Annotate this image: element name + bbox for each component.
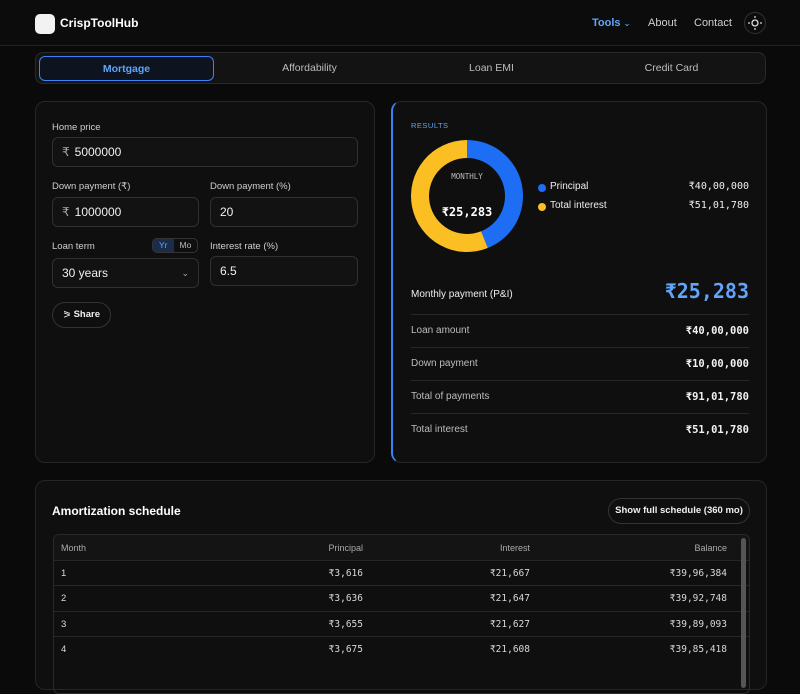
navbar (0, 0, 800, 46)
table-cell: ₹21,647 (489, 593, 530, 605)
donut-chart (411, 140, 523, 252)
row-divider (54, 585, 749, 587)
home-price-input[interactable]: ₹5000000 (52, 137, 358, 167)
field-label: Down payment (%) (210, 181, 291, 192)
table-cell: ₹3,616 (328, 568, 363, 579)
results-heading: RESULTS (411, 121, 449, 130)
sun-icon (748, 16, 762, 30)
nav-link[interactable]: Contact (694, 17, 732, 29)
monthly-value: ₹25,283 (664, 279, 749, 303)
brand[interactable]: CrispToolHub (60, 16, 139, 30)
share-icon: ⪖ (62, 309, 71, 320)
result-label: Loan amount (411, 325, 470, 336)
input-value: 5000000 (74, 145, 122, 159)
prefix: ₹ (62, 145, 70, 159)
chevron: ⌄ (623, 19, 631, 28)
divider (411, 413, 749, 414)
results-card: RESULTS MONTHLY ₹25,283 Principal ₹40,00,… (391, 101, 767, 463)
toggle-option[interactable]: Yr (153, 239, 174, 252)
term-unit-toggle: Yr Mo (152, 238, 199, 253)
table-cell: ₹39,89,093 (669, 618, 727, 630)
table-cell: 1 (61, 568, 67, 579)
schedule-table: Month Principal Interest Balance 1 ₹3,616 ₹21,… (53, 534, 750, 694)
table-header (54, 535, 749, 560)
column-header: Interest (499, 543, 530, 553)
field-label: Home price (52, 122, 101, 133)
result-value: ₹40,00,000 (685, 325, 749, 337)
column-header: Month (61, 543, 87, 553)
chevron: ⌄ (181, 268, 189, 278)
interest-rate-input[interactable]: 6.5 (210, 256, 358, 286)
column-header: Balance (694, 543, 727, 553)
share-button[interactable]: ⪖ Share (52, 302, 111, 328)
table-cell: 3 (61, 618, 67, 630)
tab[interactable]: Credit Card (644, 62, 699, 74)
table-cell: ₹39,96,384 (669, 568, 727, 579)
result-value: ₹51,01,780 (685, 424, 749, 436)
loan-term-select[interactable]: 30 years ⌄ (52, 258, 199, 288)
legend-swatch (538, 203, 546, 211)
result-label: Total of payments (411, 391, 490, 402)
button-text: Share (73, 309, 100, 320)
row-divider (54, 610, 749, 612)
nav-link[interactable]: About (648, 17, 677, 29)
table-cell: ₹21,667 (489, 568, 530, 579)
scrollbar[interactable] (741, 538, 746, 688)
divider (411, 314, 749, 315)
column-header: Principal (328, 543, 363, 553)
donut-segment (467, 140, 523, 248)
table-cell: ₹21,608 (489, 643, 530, 655)
legend-swatch (538, 184, 546, 192)
table-cell: ₹3,636 (328, 593, 363, 605)
result-value: ₹10,00,000 (685, 358, 749, 370)
result-label: Down payment (411, 358, 478, 369)
field-label: Interest rate (%) (210, 241, 279, 252)
theme-toggle[interactable] (744, 12, 766, 34)
input-value: 1000000 (74, 205, 122, 219)
divider (411, 347, 749, 348)
legend-value: ₹40,00,000 (688, 181, 749, 192)
toggle-option[interactable]: Mo (179, 240, 192, 250)
tab-bar: Mortgage Affordability Loan EMI Credit C… (35, 52, 766, 84)
section-title: Amortization schedule (52, 504, 181, 518)
divider (411, 380, 749, 381)
table-cell: ₹39,92,748 (669, 593, 727, 605)
down-payment-input[interactable]: ₹1000000 (52, 197, 199, 227)
table-cell: ₹3,675 (328, 643, 363, 655)
monthly-label: Monthly payment (P&I) (411, 289, 513, 300)
tab[interactable]: Mortgage (39, 56, 214, 81)
field-label: Down payment (₹) (52, 181, 131, 192)
table-cell: ₹21,627 (489, 618, 530, 630)
result-value: ₹91,01,780 (685, 391, 749, 403)
tab[interactable]: Affordability (282, 62, 337, 74)
show-schedule-button[interactable]: Show full schedule (360 mo) (608, 498, 750, 524)
legend-label: Total interest (550, 200, 607, 211)
input-card: Home price ₹5000000 Down payment (₹) ₹10… (35, 101, 375, 463)
row-divider (54, 635, 749, 637)
donut-segment (411, 140, 488, 252)
table-cell: 4 (61, 643, 67, 655)
legend-value: ₹51,01,780 (688, 200, 749, 211)
tab[interactable]: Loan EMI (469, 62, 514, 74)
nav-link-text: Tools (592, 17, 621, 29)
result-label: Total interest (411, 424, 468, 435)
table-cell: ₹3,655 (328, 618, 363, 630)
field-label: Loan term (52, 241, 95, 252)
donut-center-label: MONTHLY (451, 172, 483, 181)
down-payment-pct-input[interactable]: 20 (210, 197, 358, 227)
select-value: 30 years (62, 266, 109, 280)
prefix: ₹ (62, 205, 70, 219)
legend-label: Principal (550, 181, 589, 192)
table-cell: ₹39,85,418 (669, 643, 727, 655)
amortization-card: Amortization schedule Show full schedule… (35, 480, 767, 694)
nav-link[interactable]: Tools ⌄ (592, 17, 630, 29)
donut-center-value: ₹25,283 (441, 205, 493, 219)
table-cell: 2 (61, 593, 67, 605)
brand-logo[interactable] (35, 14, 55, 34)
row-divider (54, 560, 749, 561)
